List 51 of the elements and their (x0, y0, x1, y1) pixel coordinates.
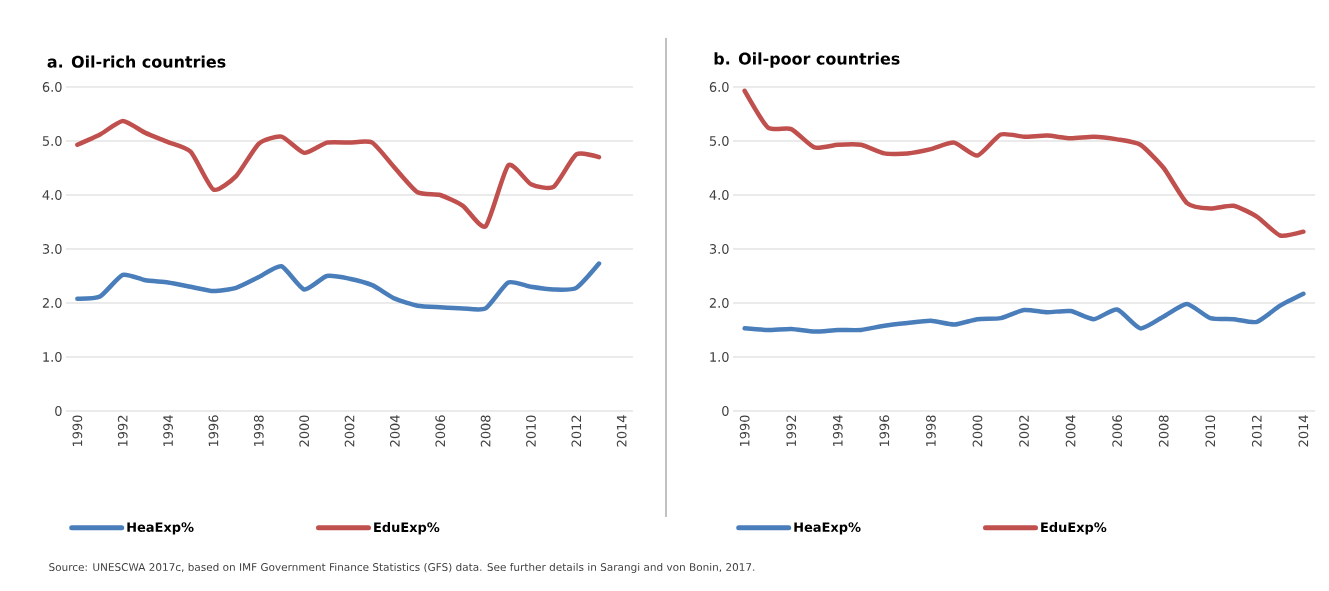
x-tick-label: 2012 (1251, 415, 1262, 447)
y-tick-label: 5.0 (42, 136, 62, 146)
x-tick-label: 1994 (163, 415, 173, 447)
x-tick-label: 2004 (1065, 415, 1076, 447)
y-tick-label: 1.0 (43, 352, 62, 362)
y-tick-label: 0 (55, 406, 62, 416)
x-tick-label: 2012 (571, 415, 582, 447)
x-tick-label: 2014 (1298, 415, 1309, 447)
x-tick-label: 1992 (786, 415, 797, 447)
chart-title: b. Oil-poor countries (714, 52, 900, 68)
legend-label: HeaExp% (794, 522, 861, 535)
chart-title: a. Oil-rich countries (47, 55, 226, 68)
source-note: Source: UNESCWA 2017c, based on IMF Government Finance Statistics (GFS) data. See further details in Sarangi and von Bonin, 2017. (49, 562, 755, 574)
legend-label: EduExp% (1041, 522, 1107, 535)
x-tick-label: 2006 (435, 415, 446, 447)
x-tick-label: 2004 (389, 415, 400, 447)
y-tick-label: 2.0 (42, 298, 62, 308)
line-series (742, 291, 1306, 334)
x-tick-label: 2014 (616, 415, 627, 447)
line-series (75, 261, 602, 312)
x-tick-label: 2008 (1158, 415, 1169, 447)
x-tick-label: 2008 (480, 415, 491, 447)
y-tick-label: 1.0 (710, 352, 729, 362)
y-tick-label: 4.0 (42, 190, 62, 200)
x-tick-label: 2002 (1019, 415, 1029, 447)
line-series (75, 118, 602, 229)
y-tick-label: 0 (722, 406, 729, 416)
line-series (742, 88, 1306, 238)
x-tick-label: 1998 (926, 415, 936, 447)
x-tick-label: 2006 (1112, 415, 1123, 447)
x-tick-label: 1998 (253, 415, 264, 447)
x-tick-label: 2000 (299, 415, 310, 447)
legend-label: HeaExp% (127, 522, 194, 535)
y-tick-label: 5.0 (709, 136, 729, 146)
x-tick-label: 2010 (1205, 415, 1216, 447)
y-tick-label: 3.0 (42, 244, 62, 254)
y-tick-label: 6.0 (709, 82, 729, 92)
x-tick-label: 1990 (72, 415, 83, 447)
y-tick-label: 6.0 (42, 82, 62, 92)
legend-label: EduExp% (374, 522, 440, 535)
x-tick-label: 2002 (344, 415, 355, 447)
x-tick-label: 1990 (739, 415, 750, 447)
x-tick-label: 2000 (972, 415, 983, 447)
y-tick-label: 3.0 (709, 244, 729, 254)
y-tick-label: 2.0 (709, 298, 729, 308)
x-tick-label: 1996 (208, 415, 219, 447)
x-tick-label: 2010 (526, 415, 536, 447)
y-tick-label: 4.0 (709, 190, 729, 200)
x-tick-label: 1996 (879, 415, 890, 447)
x-tick-label: 1994 (832, 415, 843, 447)
x-tick-label: 1992 (117, 415, 128, 447)
